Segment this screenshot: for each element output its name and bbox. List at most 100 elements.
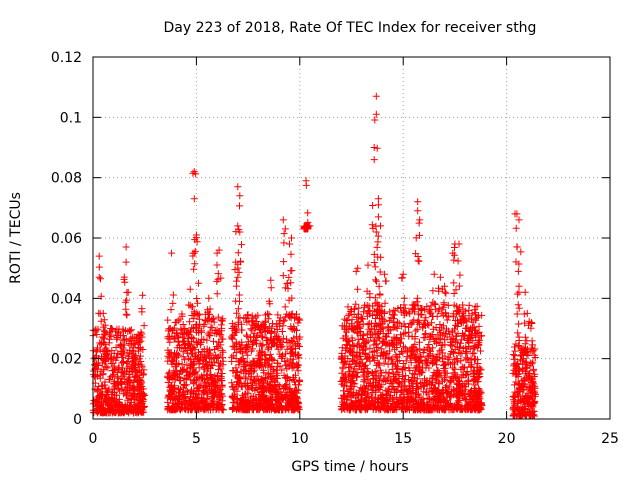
data-point <box>209 400 217 408</box>
x-tick-label: 25 <box>601 431 619 447</box>
data-point <box>233 369 241 376</box>
data-point <box>282 361 290 369</box>
data-point <box>264 369 272 377</box>
data-point <box>211 329 219 337</box>
data-point <box>442 289 450 297</box>
data-point <box>200 376 208 383</box>
data-point <box>290 334 298 342</box>
data-point <box>190 249 198 257</box>
data-point <box>289 349 297 357</box>
data-point <box>244 343 251 351</box>
data-point <box>292 381 299 389</box>
data-point <box>218 370 226 377</box>
data-point <box>195 279 202 287</box>
data-point <box>235 406 243 414</box>
data-point <box>236 373 243 381</box>
data-point <box>195 356 203 364</box>
data-point <box>190 390 197 398</box>
data-point <box>279 216 287 224</box>
data-point <box>95 392 103 400</box>
data-point <box>125 362 133 370</box>
data-point <box>253 372 261 380</box>
data-point <box>259 366 267 374</box>
data-point <box>374 201 382 209</box>
data-point <box>274 397 282 405</box>
data-point <box>184 335 192 343</box>
data-point <box>232 338 240 346</box>
data-point <box>246 375 254 383</box>
data-point <box>164 379 172 386</box>
data-point <box>246 333 254 341</box>
data-point <box>452 286 460 294</box>
data-point <box>247 325 255 333</box>
data-point <box>99 309 107 317</box>
data-point <box>218 346 226 354</box>
data-point <box>192 323 200 331</box>
data-point <box>340 387 347 395</box>
data-point <box>109 359 117 367</box>
data-point <box>280 316 288 324</box>
data-point <box>283 373 291 381</box>
data-point <box>267 395 274 403</box>
data-point <box>257 326 265 334</box>
data-point <box>179 338 187 346</box>
data-point <box>412 327 420 335</box>
data-point <box>249 395 257 403</box>
data-point <box>282 335 290 343</box>
data-point <box>515 337 523 344</box>
data-point <box>100 316 108 324</box>
data-point <box>262 356 270 363</box>
data-point <box>169 326 177 334</box>
data-point <box>167 306 175 314</box>
data-point <box>212 388 219 396</box>
data-point <box>110 406 118 414</box>
data-point <box>377 222 384 230</box>
data-point <box>101 328 109 336</box>
data-point <box>280 239 288 247</box>
data-point <box>181 345 189 352</box>
x-tick-label: 20 <box>498 431 516 447</box>
data-point <box>234 273 242 281</box>
data-point <box>112 354 120 362</box>
data-point <box>134 367 142 375</box>
data-point <box>191 260 199 268</box>
data-point <box>137 361 145 369</box>
data-point <box>229 367 237 375</box>
data-point <box>123 296 131 304</box>
data-point <box>352 267 360 275</box>
data-point <box>286 377 294 384</box>
data-point <box>119 351 127 359</box>
data-point <box>281 358 289 365</box>
data-point <box>107 333 115 341</box>
data-point <box>186 318 194 326</box>
data-point <box>126 381 134 389</box>
data-point <box>277 341 284 349</box>
data-point <box>200 383 208 391</box>
data-point <box>302 181 310 189</box>
data-point <box>190 315 198 323</box>
data-point <box>120 409 128 417</box>
data-point <box>416 216 424 224</box>
data-point <box>207 323 215 331</box>
data-point <box>279 395 287 403</box>
data-point <box>264 327 272 335</box>
data-point <box>134 336 142 344</box>
data-point <box>208 380 216 388</box>
data-point <box>260 405 268 413</box>
data-point <box>242 314 250 322</box>
data-point <box>116 387 124 395</box>
data-point <box>236 202 243 210</box>
data-point <box>135 366 143 374</box>
data-point <box>229 406 237 413</box>
data-point <box>184 388 191 396</box>
data-point <box>513 243 521 251</box>
data-point <box>515 288 523 296</box>
data-point <box>98 397 105 405</box>
data-point <box>191 247 199 255</box>
data-point <box>206 372 214 380</box>
data-point <box>218 406 226 414</box>
y-tick-label: 0 <box>73 412 82 428</box>
data-point <box>514 329 522 337</box>
data-point <box>238 241 245 249</box>
